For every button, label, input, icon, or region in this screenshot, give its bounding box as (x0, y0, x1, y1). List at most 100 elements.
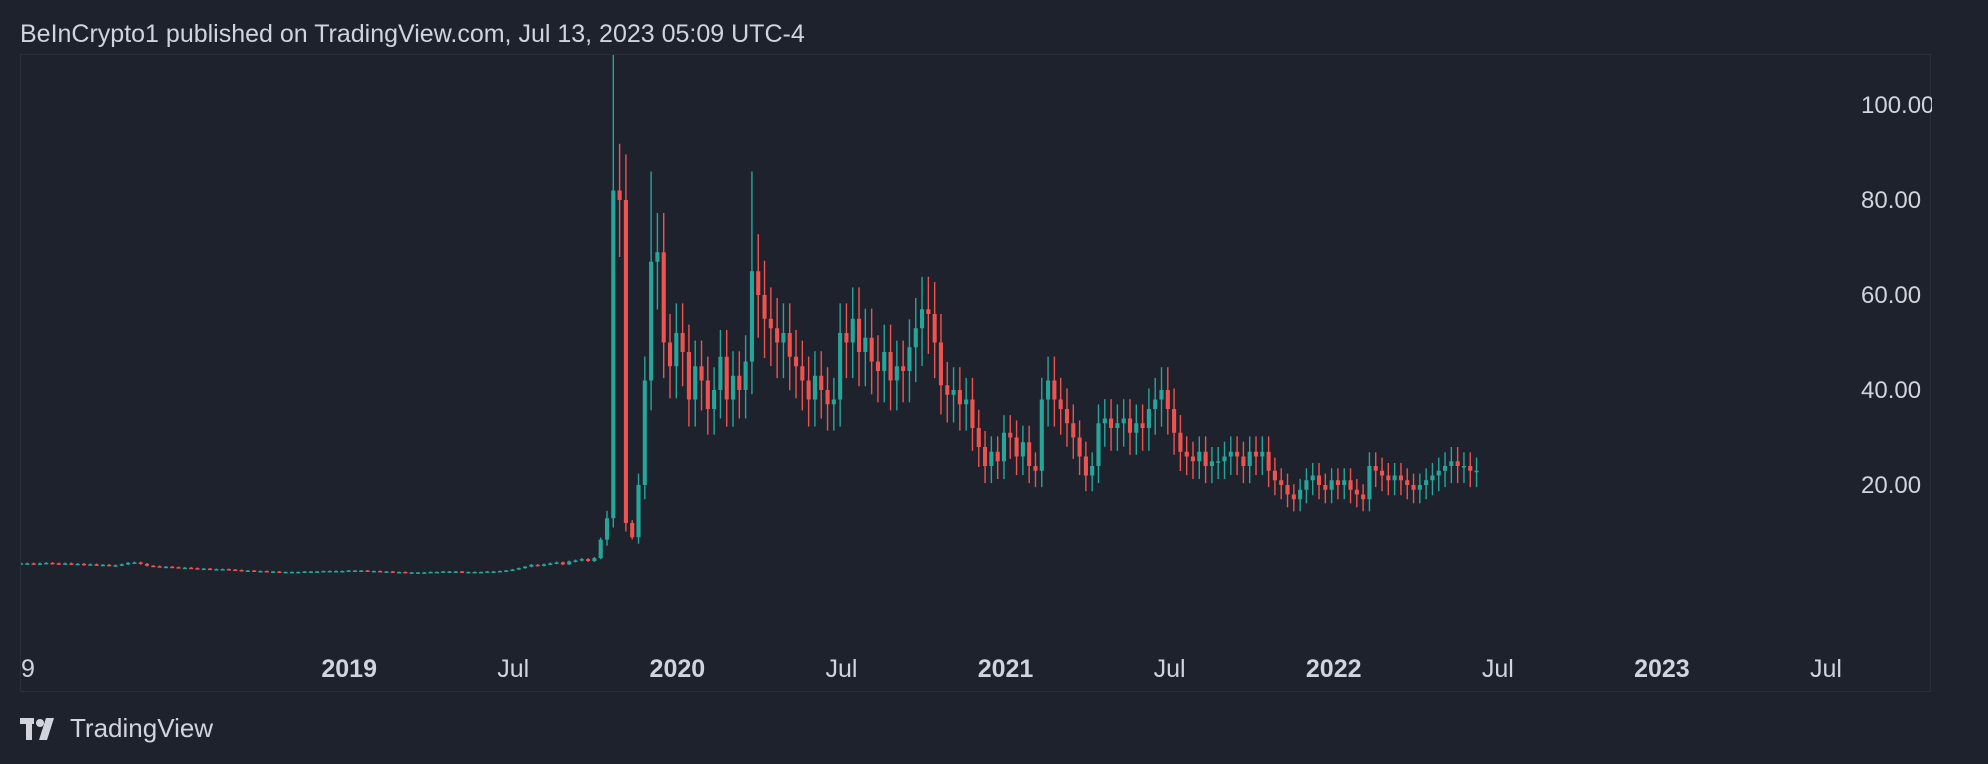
candle-body (945, 385, 950, 395)
candle-body (554, 562, 559, 564)
candle-body (1367, 466, 1372, 500)
candle-body (100, 564, 105, 567)
candle-body (327, 570, 332, 573)
candle-body (1184, 451, 1189, 457)
candle-body (441, 571, 446, 573)
candle-body (1417, 485, 1422, 490)
candle-body (81, 563, 87, 566)
candle-body (882, 352, 887, 371)
candle-body (964, 399, 969, 405)
candle-body (1386, 475, 1391, 481)
tradingview-brand-label: TradingView (70, 713, 214, 743)
candle-body (1247, 451, 1252, 466)
candle-body (126, 562, 131, 565)
candle-body (573, 560, 578, 563)
candle-body (1285, 485, 1290, 495)
candle-body (460, 571, 465, 573)
candle-body (1134, 423, 1139, 433)
candle-body (1260, 451, 1265, 457)
candle-body (1228, 451, 1233, 457)
x-tick-label: 2019 (321, 655, 377, 683)
candle-body (453, 571, 458, 573)
candle-body (1153, 399, 1158, 409)
candle-body (1071, 423, 1076, 438)
candle-body (699, 366, 704, 381)
candle-body (252, 570, 257, 572)
candle-body (31, 563, 36, 565)
candle-body (21, 563, 24, 565)
candle-body (989, 451, 994, 466)
candle-body (894, 366, 899, 381)
x-tick-label: 9 (21, 655, 35, 683)
candle-body (245, 570, 250, 572)
candle-body (649, 261, 654, 381)
candle-body (138, 562, 143, 564)
candle-body (270, 571, 276, 573)
candle-body (485, 571, 490, 573)
candle-body (850, 318, 855, 343)
candle-body (661, 252, 666, 343)
candle-body (88, 564, 93, 566)
candle-body (775, 328, 780, 343)
candle-body (113, 565, 118, 567)
candle-body (56, 563, 61, 565)
candle-body (1430, 475, 1435, 481)
candle-body (497, 570, 502, 573)
candle-body (220, 569, 225, 571)
candle-body (642, 380, 647, 485)
candle-body (466, 571, 471, 574)
candle-body (1159, 390, 1164, 400)
candle-body (1279, 480, 1284, 485)
candle-body (938, 342, 944, 386)
candle-body (1442, 466, 1448, 471)
candle-body (819, 375, 824, 390)
candle-body (586, 559, 591, 561)
footer-brand[interactable]: TradingView (20, 713, 213, 744)
candle-body (340, 570, 345, 573)
candle-body (1323, 485, 1328, 490)
candle-body (592, 558, 597, 561)
candle-body (655, 252, 660, 262)
candle-body (1361, 494, 1366, 500)
candle-body (69, 563, 74, 565)
candle-body (308, 571, 313, 573)
x-tick-label: 2022 (1306, 655, 1362, 683)
candle-body (1405, 480, 1410, 485)
candle-body (1310, 475, 1315, 481)
candle-body (1115, 423, 1120, 428)
x-tick-label: Jul (1482, 655, 1514, 683)
candle-body (1298, 489, 1303, 500)
candle-body (686, 352, 691, 400)
candle-body (705, 380, 710, 409)
candle-body (182, 567, 187, 570)
candle-body (749, 271, 754, 362)
candle-body (1083, 456, 1088, 476)
candle-body (264, 570, 269, 573)
candlestick-chart[interactable]: 20.00 40.00 60.00 80.00 100.00 9 2019 Jul 2020 Ju… (21, 55, 1932, 693)
candle-body (856, 318, 862, 352)
candle-body (529, 564, 534, 567)
candle-body (1020, 442, 1025, 457)
candle-body (1436, 470, 1441, 476)
candle-body (1398, 475, 1403, 481)
candle-body (768, 318, 773, 329)
x-tick-label: 2020 (650, 655, 706, 683)
candle-body (1121, 418, 1126, 424)
candle-body (1008, 432, 1013, 438)
candle-body (932, 314, 937, 343)
candle-body (1272, 470, 1277, 481)
candle-body (1165, 390, 1170, 409)
candle-body (781, 333, 786, 343)
candle-body (548, 563, 553, 565)
candle-body (1172, 409, 1177, 433)
candle-body (1222, 456, 1227, 462)
candle-body (995, 451, 1000, 462)
candle-body (523, 566, 528, 569)
candle-body (434, 571, 439, 574)
candle-body (359, 570, 364, 572)
candle-body (1209, 461, 1214, 466)
candle-body (901, 366, 906, 371)
candle-body (680, 333, 685, 352)
candle-body (737, 375, 742, 390)
candle-body (1468, 466, 1473, 471)
